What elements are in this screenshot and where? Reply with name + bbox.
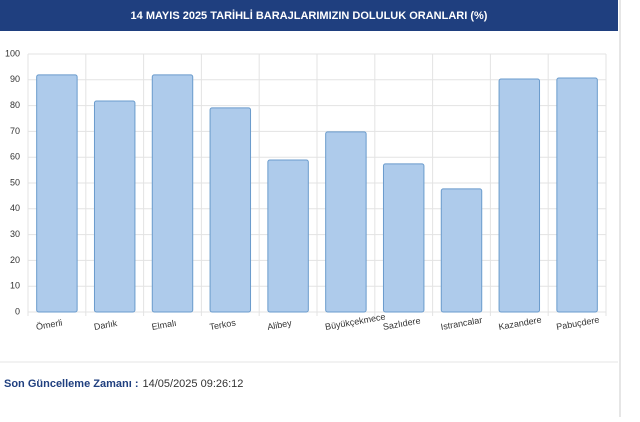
footer: Son Güncelleme Zamanı : 14/05/2025 09:26:…	[4, 378, 243, 390]
y-tick-label: 80	[10, 100, 20, 110]
y-tick-label: 10	[10, 281, 20, 291]
bar	[93, 100, 136, 313]
bar	[556, 77, 598, 313]
y-tick-label: 40	[10, 203, 20, 213]
bar	[498, 78, 541, 313]
x-tick-label: Istrancalar	[440, 315, 483, 332]
x-tick-label: Alibey	[266, 318, 292, 332]
header-title: 14 MAYIS 2025 TARİHLİ BARAJLARIMIZIN DOL…	[131, 9, 488, 22]
bar	[209, 107, 252, 313]
x-tick-label: Ömerli	[35, 318, 63, 332]
bar	[325, 131, 367, 313]
y-tick-label: 0	[15, 306, 20, 316]
x-tick-label: Büyükçekmece	[324, 312, 386, 332]
x-tick-label: Pabuçdere	[555, 315, 600, 332]
y-tick-label: 30	[10, 229, 20, 239]
y-tick-label: 100	[5, 48, 20, 58]
y-tick-label: 90	[10, 74, 20, 84]
bar	[151, 74, 194, 313]
y-tick-label: 60	[10, 152, 20, 162]
x-tick-label: Darlık	[93, 318, 118, 332]
bar	[382, 163, 425, 313]
footer-timestamp: 14/05/2025 09:26:12	[142, 378, 243, 390]
x-tick-label: Elmalı	[151, 318, 177, 332]
x-tick-label: Kazandere	[498, 315, 543, 332]
bar	[267, 159, 309, 313]
x-tick-label: Terkos	[209, 317, 237, 332]
x-tick-label: Sazlıdere	[382, 316, 421, 332]
y-tick-label: 70	[10, 126, 20, 136]
bar	[36, 74, 78, 313]
y-tick-label: 20	[10, 255, 20, 265]
header-bar	[0, 0, 618, 31]
bar	[440, 188, 483, 313]
footer-label: Son Güncelleme Zamanı :	[4, 378, 138, 390]
y-tick-label: 50	[10, 177, 20, 187]
plot: 0 10 20 30 40 50 60 70 80 90 100 Ömerli Darlık Elmalı…	[5, 48, 607, 332]
